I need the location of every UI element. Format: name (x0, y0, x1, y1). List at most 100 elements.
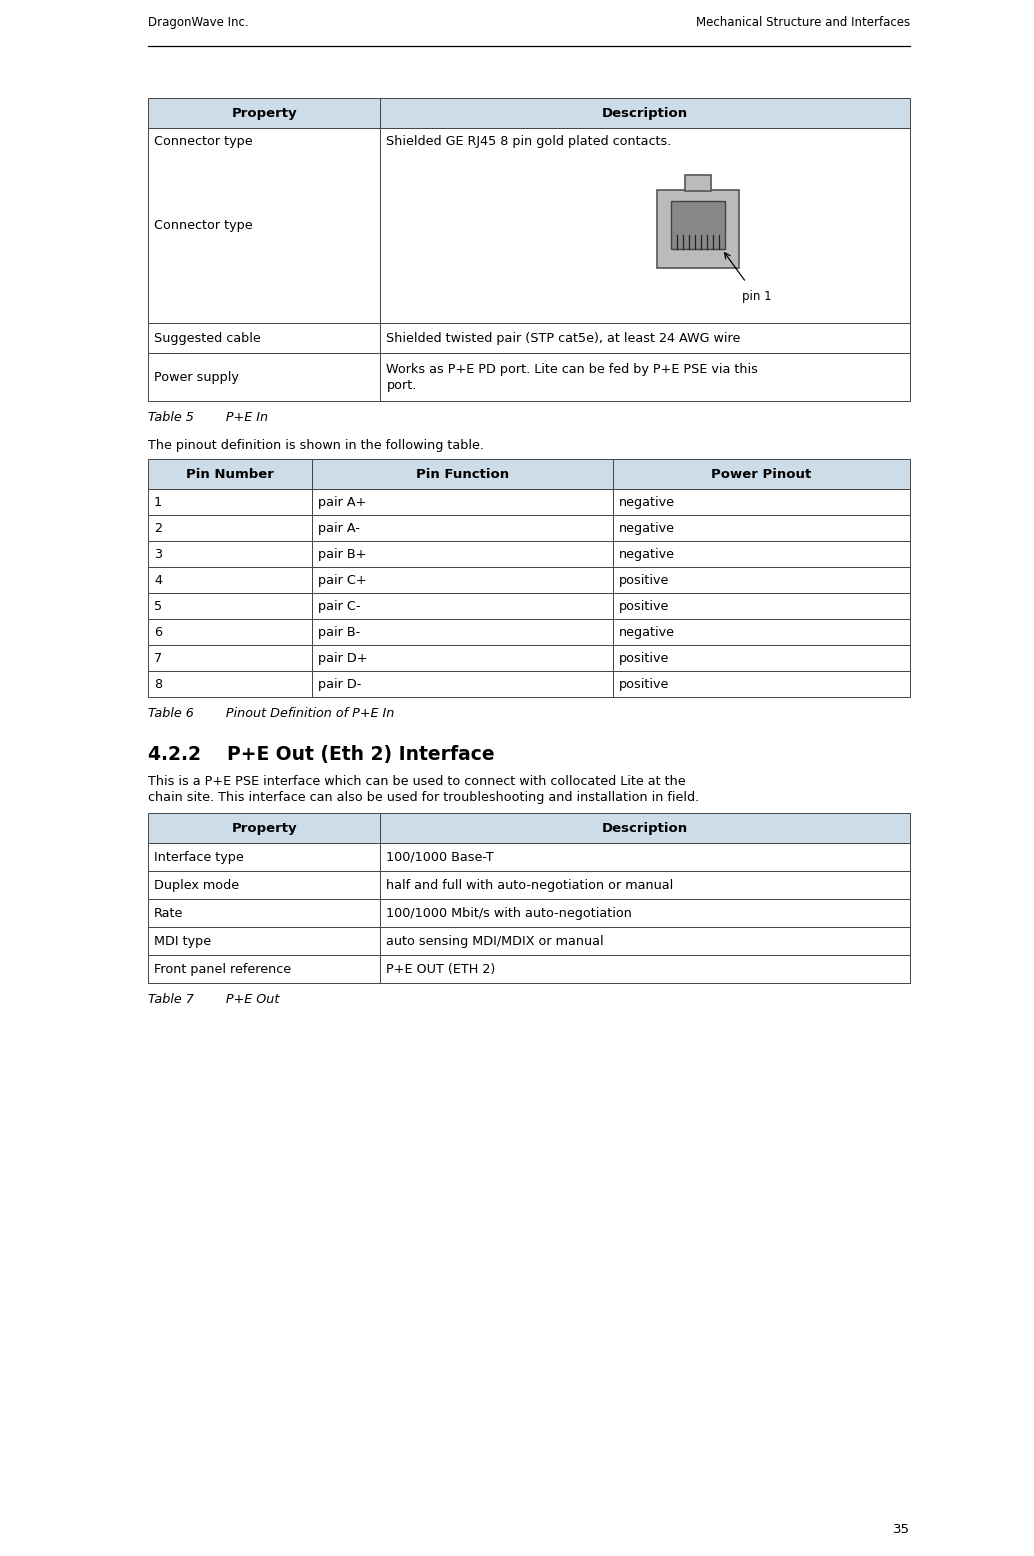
Text: Connector type: Connector type (154, 134, 252, 148)
Bar (671, 201, 725, 249)
Bar (613, 671, 910, 697)
Bar (381, 812, 910, 843)
Text: 100/1000 Mbit/s with auto-negotiation: 100/1000 Mbit/s with auto-negotiation (387, 907, 632, 920)
Bar (148, 459, 312, 489)
Bar (312, 671, 613, 697)
Text: Table 7        P+E Out: Table 7 P+E Out (148, 993, 279, 1007)
Text: pair B+: pair B+ (317, 548, 366, 560)
Bar (148, 843, 381, 871)
Text: Mechanical Structure and Interfaces: Mechanical Structure and Interfaces (696, 16, 910, 30)
Text: The pinout definition is shown in the following table.: The pinout definition is shown in the fo… (148, 439, 484, 451)
Text: pair D+: pair D+ (317, 652, 367, 664)
Text: pair B-: pair B- (317, 626, 360, 638)
Text: 5: 5 (154, 599, 162, 613)
Text: Shielded twisted pair (STP cat5e), at least 24 AWG wire: Shielded twisted pair (STP cat5e), at le… (387, 331, 740, 344)
Bar (613, 515, 910, 541)
Bar (312, 593, 613, 619)
Text: 100/1000 Base-T: 100/1000 Base-T (387, 851, 494, 864)
Text: Description: Description (602, 822, 689, 834)
Text: 3: 3 (154, 548, 162, 560)
Text: Table 5        P+E In: Table 5 P+E In (148, 411, 268, 423)
Bar (148, 646, 312, 671)
Bar (613, 619, 910, 646)
Bar (148, 324, 381, 353)
Text: Power Pinout: Power Pinout (711, 467, 812, 481)
Bar (613, 489, 910, 515)
Bar (148, 899, 381, 927)
Text: Works as P+E PD port. Lite can be fed by P+E PSE via this: Works as P+E PD port. Lite can be fed by… (387, 363, 758, 377)
Text: Power supply: Power supply (154, 370, 239, 383)
Bar (312, 459, 613, 489)
Bar (148, 353, 381, 401)
Text: negative: negative (618, 521, 675, 535)
Bar (312, 619, 613, 646)
Bar (312, 646, 613, 671)
Bar (148, 812, 381, 843)
Bar (312, 489, 613, 515)
Text: negative: negative (618, 626, 675, 638)
Text: half and full with auto-negotiation or manual: half and full with auto-negotiation or m… (387, 879, 674, 892)
Text: 1: 1 (154, 495, 162, 509)
Bar (148, 593, 312, 619)
Bar (381, 955, 910, 983)
Bar (148, 128, 381, 324)
Bar (148, 489, 312, 515)
Text: 2: 2 (154, 521, 162, 535)
Bar (613, 541, 910, 566)
Text: auto sensing MDI/MDIX or manual: auto sensing MDI/MDIX or manual (387, 935, 604, 948)
Text: DragonWave Inc.: DragonWave Inc. (148, 16, 248, 30)
Text: Description: Description (602, 106, 689, 120)
Bar (381, 927, 910, 955)
Text: Connector type: Connector type (154, 219, 252, 232)
Bar (148, 566, 312, 593)
Bar (381, 871, 910, 899)
Bar (613, 646, 910, 671)
Text: pair C+: pair C+ (317, 574, 366, 587)
Text: positive: positive (618, 677, 669, 691)
Bar (381, 324, 910, 353)
Bar (613, 593, 910, 619)
Text: Property: Property (232, 106, 297, 120)
Text: pair A+: pair A+ (317, 495, 366, 509)
Bar (148, 98, 381, 128)
Text: 7: 7 (154, 652, 162, 664)
Text: Interface type: Interface type (154, 851, 244, 864)
Bar (381, 98, 910, 128)
Text: chain site. This interface can also be used for troubleshooting and installation: chain site. This interface can also be u… (148, 790, 699, 804)
Bar (148, 671, 312, 697)
Text: positive: positive (618, 652, 669, 664)
Bar (381, 353, 910, 401)
Bar (686, 176, 711, 191)
Text: 8: 8 (154, 677, 162, 691)
Text: Pin Number: Pin Number (186, 467, 274, 481)
Text: negative: negative (618, 495, 675, 509)
Text: 35: 35 (893, 1523, 910, 1536)
Text: P+E OUT (ETH 2): P+E OUT (ETH 2) (387, 963, 495, 976)
Bar (613, 566, 910, 593)
Bar (148, 955, 381, 983)
Text: positive: positive (618, 599, 669, 613)
Bar (148, 541, 312, 566)
Bar (381, 843, 910, 871)
Text: Shielded GE RJ45 8 pin gold plated contacts.: Shielded GE RJ45 8 pin gold plated conta… (387, 134, 672, 148)
Text: pair A-: pair A- (317, 521, 360, 535)
Bar (148, 927, 381, 955)
Bar (148, 871, 381, 899)
Bar (312, 515, 613, 541)
Bar (148, 619, 312, 646)
Bar (381, 899, 910, 927)
Text: Suggested cable: Suggested cable (154, 331, 261, 344)
Text: pair D-: pair D- (317, 677, 361, 691)
Text: 6: 6 (154, 626, 162, 638)
Text: Front panel reference: Front panel reference (154, 963, 292, 976)
Text: pin 1: pin 1 (742, 291, 771, 303)
Bar (658, 190, 739, 268)
Text: pair C-: pair C- (317, 599, 360, 613)
Bar (312, 566, 613, 593)
Bar (148, 515, 312, 541)
Bar (148, 128, 381, 324)
Bar (613, 459, 910, 489)
Bar (312, 541, 613, 566)
Text: Property: Property (232, 822, 297, 834)
Text: 4.2.2    P+E Out (Eth 2) Interface: 4.2.2 P+E Out (Eth 2) Interface (148, 745, 494, 764)
